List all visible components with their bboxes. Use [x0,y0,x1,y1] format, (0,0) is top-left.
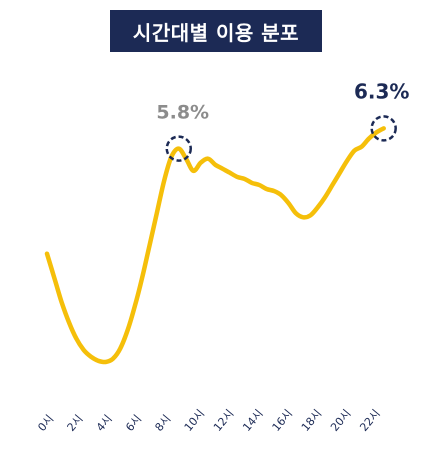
series-line [44,126,386,365]
x-tick-label: 14시 [240,407,265,434]
chart-title: 시간대별 이용 분포 [110,10,322,52]
peak-label-1: 5.8% [156,102,209,124]
x-tick-label: 0시 [35,412,56,433]
x-tick-label: 22시 [357,407,382,434]
peak-label-2: 6.3% [354,79,409,103]
x-tick-label: 16시 [270,407,295,434]
peak-marker-2 [370,115,397,142]
x-tick-label: 10시 [182,407,207,434]
peak-marker-1 [165,135,192,162]
x-tick-label: 18시 [299,407,324,434]
x-tick-label: 6시 [123,412,144,433]
x-tick-label: 8시 [152,412,173,433]
x-tick-label: 2시 [65,412,86,433]
x-tick-label: 4시 [94,412,115,433]
x-tick-label: 12시 [211,407,236,434]
x-tick-label: 20시 [328,407,353,434]
